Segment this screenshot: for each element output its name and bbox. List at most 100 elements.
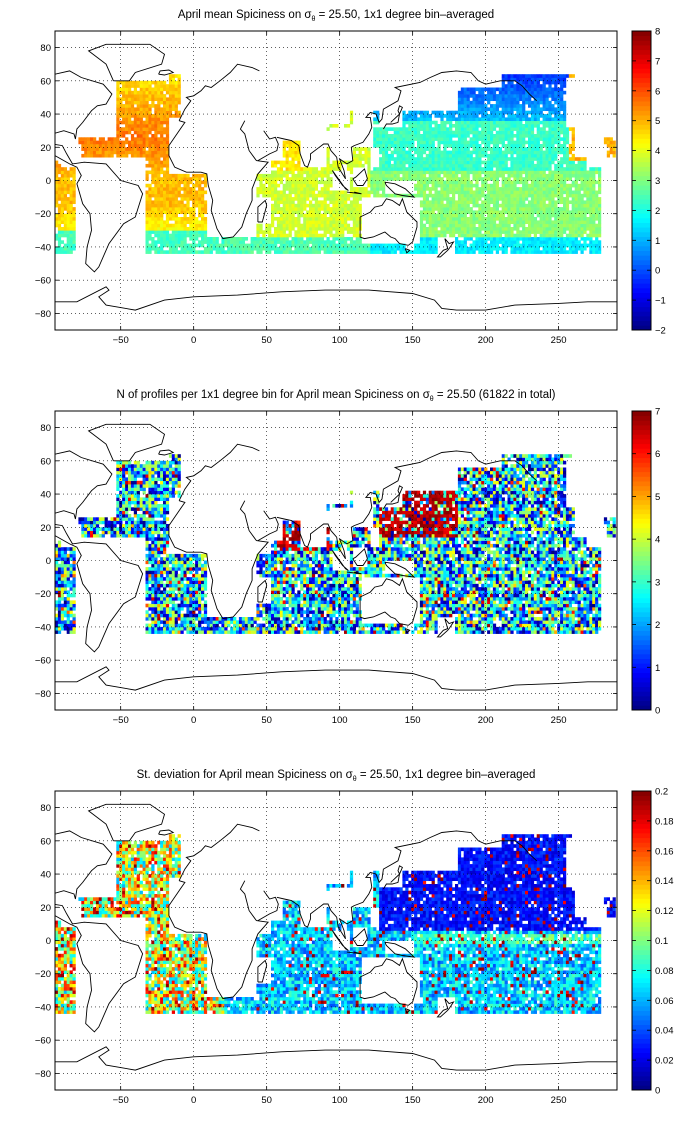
heatmap-cell: [130, 100, 135, 105]
heatmap-cell: [291, 227, 295, 231]
heatmap-cell: [136, 100, 140, 105]
heatmap-cell: [501, 210, 505, 215]
heatmap-cell: [446, 117, 450, 122]
heatmap-cell: [446, 130, 450, 135]
heatmap-cell: [285, 213, 289, 218]
heatmap-cell: [317, 233, 322, 238]
heatmap-cell: [145, 203, 149, 208]
heatmap-cell: [452, 187, 456, 191]
heatmap-cell: [580, 187, 584, 191]
heatmap-cell: [201, 173, 205, 178]
heatmap-cell: [571, 134, 575, 138]
heatmap-cell: [364, 246, 368, 251]
heatmap-cell: [513, 97, 517, 102]
heatmap-cell: [443, 220, 447, 225]
heatmap-cell: [516, 193, 520, 198]
heatmap-cell: [466, 230, 470, 234]
heatmap-cell: [481, 217, 485, 221]
heatmap-cell: [560, 160, 564, 165]
heatmap-cell: [384, 134, 389, 138]
heatmap-cell: [583, 180, 587, 185]
heatmap-cell: [116, 134, 120, 138]
heatmap-cell: [606, 153, 611, 158]
heatmap-cell: [519, 237, 523, 241]
heatmap-cell: [495, 240, 500, 244]
heatmap-cell: [422, 197, 427, 201]
heatmap-cell: [294, 223, 298, 228]
heatmap-cell: [300, 243, 304, 248]
heatmap-cell: [297, 187, 301, 191]
heatmap-cell: [490, 220, 494, 225]
heatmap-cell: [341, 240, 345, 244]
heatmap-cell: [598, 217, 602, 221]
heatmap-cell: [382, 137, 386, 141]
heatmap-cell: [349, 246, 354, 251]
heatmap-cell: [201, 243, 205, 248]
heatmap-cell: [306, 187, 310, 191]
heatmap-cell: [294, 167, 298, 171]
heatmap-cell: [437, 210, 441, 215]
heatmap-cell: [551, 190, 555, 195]
heatmap-cell: [533, 187, 538, 191]
heatmap-cell: [63, 183, 68, 188]
heatmap-cell: [446, 200, 450, 205]
heatmap-cell: [160, 190, 164, 195]
heatmap-cell: [66, 207, 70, 211]
heatmap-cell: [592, 180, 596, 185]
heatmap-cell: [592, 240, 596, 244]
heatmap-cell: [165, 160, 170, 165]
heatmap-cell: [57, 163, 62, 168]
heatmap-cell: [405, 170, 409, 175]
heatmap-cell: [288, 180, 292, 185]
heatmap-cell: [469, 227, 473, 231]
heatmap-cell: [513, 220, 517, 225]
heatmap-cell: [311, 210, 316, 215]
heatmap-cell: [449, 190, 453, 195]
heatmap-cell: [440, 130, 444, 135]
heatmap-cell: [160, 114, 164, 118]
heatmap-cell: [565, 153, 570, 158]
heatmap-cell: [510, 210, 514, 215]
heatmap-cell: [533, 170, 538, 175]
heatmap-cell: [317, 207, 322, 211]
heatmap-cell: [379, 187, 383, 191]
heatmap-cell: [142, 97, 146, 102]
heatmap-cell: [414, 183, 418, 188]
heatmap-cell: [349, 203, 354, 208]
heatmap-cell: [463, 150, 467, 155]
heatmap-cell: [522, 157, 526, 161]
heatmap-cell: [516, 210, 520, 215]
heatmap-cell: [151, 187, 155, 191]
heatmap-cell: [525, 230, 529, 234]
heatmap-cell: [586, 243, 590, 248]
heatmap-cell: [314, 250, 319, 254]
heatmap-cell: [443, 173, 447, 178]
heatmap-cell: [104, 153, 108, 158]
heatmap-cell: [379, 127, 383, 131]
heatmap-cell: [589, 187, 593, 191]
heatmap-cell: [422, 140, 427, 145]
heatmap-cell: [163, 193, 167, 198]
heatmap-cell: [510, 110, 514, 115]
heatmap-cell: [387, 144, 392, 148]
heatmap-cell: [565, 187, 570, 191]
heatmap-cell: [151, 87, 155, 92]
heatmap-cell: [291, 163, 295, 168]
heatmap-cell: [498, 237, 503, 241]
heatmap-cell: [396, 193, 400, 198]
heatmap-cell: [373, 173, 377, 178]
heatmap-cell: [519, 207, 523, 211]
heatmap-cell: [475, 147, 479, 151]
heatmap-cell: [542, 187, 546, 191]
heatmap-cell: [501, 124, 505, 128]
heatmap-cell: [125, 130, 129, 135]
heatmap-cell: [513, 180, 517, 185]
heatmap-cell: [165, 240, 170, 244]
heatmap-cell: [384, 246, 389, 251]
heatmap-cell: [490, 124, 494, 128]
heatmap-cell: [335, 233, 339, 238]
heatmap-cell: [198, 213, 202, 218]
heatmap-cell: [563, 84, 567, 88]
heatmap-cell: [530, 147, 535, 151]
heatmap-cell: [522, 243, 526, 248]
